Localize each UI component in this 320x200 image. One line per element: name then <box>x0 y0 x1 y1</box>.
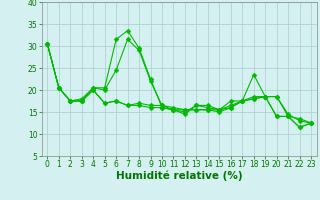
X-axis label: Humidité relative (%): Humidité relative (%) <box>116 171 243 181</box>
